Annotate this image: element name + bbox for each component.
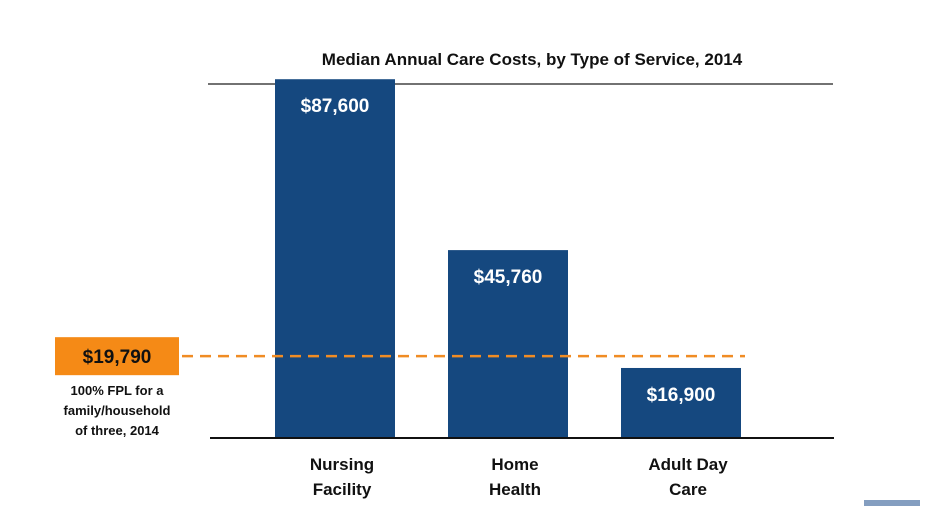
x-tick-labels: Nursing Facility Home Health Adult Day Care (310, 455, 728, 499)
x-tick-label: Adult Day (648, 455, 728, 474)
reference-caption-line: of three, 2014 (75, 423, 160, 438)
x-tick-label: Home (491, 455, 538, 474)
reference-line-group: $19,790 100% FPL for a family/household of … (55, 337, 745, 438)
x-tick-label: Health (489, 480, 541, 499)
x-tick-label: Care (669, 480, 707, 499)
bars: $87,600 $45,760 $16,900 (275, 79, 741, 438)
chart-title: Median Annual Care Costs, by Type of Ser… (322, 50, 743, 69)
reference-badge (55, 337, 179, 376)
x-tick-label: Facility (313, 480, 372, 499)
bar (621, 367, 741, 437)
bar-value-label: $45,760 (474, 267, 543, 288)
x-tick-label: Nursing (310, 455, 374, 474)
bar (448, 250, 568, 437)
bar (275, 79, 395, 438)
reference-value-label: $19,790 (83, 347, 152, 368)
bar-value-label: $16,900 (647, 385, 716, 406)
bar-value-label: $87,600 (301, 96, 370, 117)
corner-tab (864, 500, 920, 506)
reference-caption-line: 100% FPL for a (71, 383, 165, 398)
reference-caption-line: family/household (64, 403, 171, 418)
